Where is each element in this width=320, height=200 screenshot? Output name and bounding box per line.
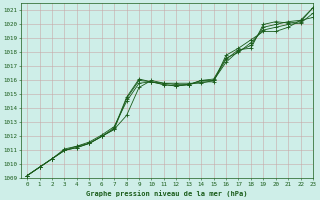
X-axis label: Graphe pression niveau de la mer (hPa): Graphe pression niveau de la mer (hPa) <box>86 190 248 197</box>
